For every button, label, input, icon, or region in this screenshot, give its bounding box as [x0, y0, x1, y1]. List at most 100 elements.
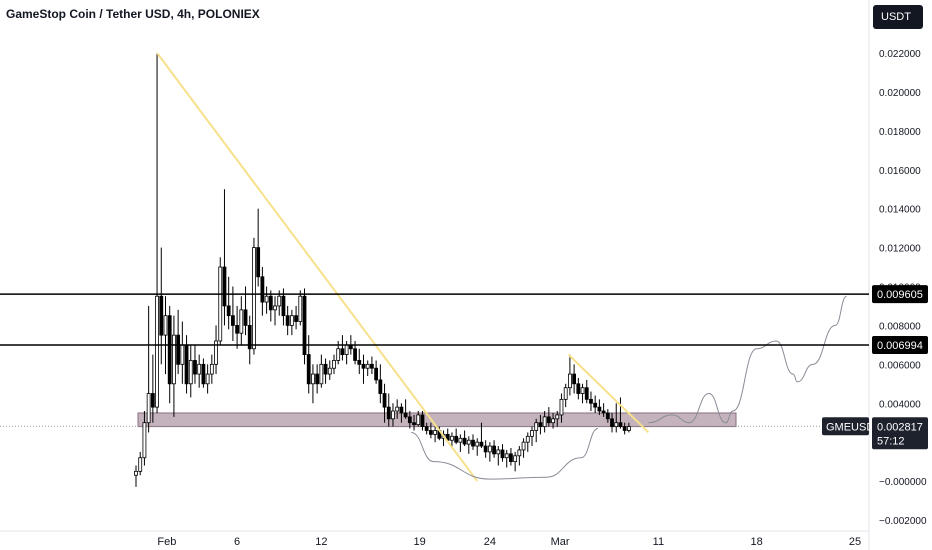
- candle-body: [584, 387, 589, 400]
- candle-body: [201, 363, 206, 385]
- candle-body: [370, 363, 374, 369]
- candle-body: [138, 457, 143, 472]
- candle-body: [513, 455, 518, 463]
- x-tick-label: 25: [849, 536, 861, 548]
- x-axis: Feb 6 12 19 24 Mar 11 18 25: [0, 530, 869, 548]
- candle-body: [142, 422, 147, 459]
- candle-body: [159, 295, 164, 336]
- trendline: [156, 52, 479, 482]
- y-axis: 0.022000 0.020000 0.018000 0.016000 0.014000…: [868, 0, 927, 550]
- candle-body: [407, 416, 412, 424]
- candle-body: [517, 449, 522, 457]
- candle-body: [479, 441, 484, 447]
- candle-body: [134, 470, 138, 476]
- candle-body: [357, 360, 362, 365]
- x-tick-label: Feb: [157, 536, 176, 548]
- candle-body: [454, 435, 459, 443]
- candle-body: [285, 315, 290, 326]
- symbol-tag: [822, 417, 869, 436]
- currency-button[interactable]: USDT: [873, 5, 923, 29]
- candle-body: [618, 422, 623, 428]
- candle-body: [264, 295, 269, 303]
- drawing-layer: [156, 52, 847, 482]
- chart-title: GameStop Coin / Tether USD, 4h, POLONIEX: [6, 7, 260, 21]
- y-tick-label: 0.012000: [879, 244, 921, 255]
- candle-body: [622, 426, 627, 431]
- x-tick-label: 18: [751, 536, 763, 548]
- y-tick-label: 0.022000: [879, 49, 921, 60]
- candle-body: [247, 325, 252, 350]
- candle-body: [496, 449, 501, 455]
- x-tick-label: 24: [484, 536, 496, 548]
- candle-body: [580, 387, 585, 394]
- y-tick-label: 0.004000: [879, 399, 921, 410]
- candle-body: [150, 393, 155, 408]
- candle-body: [534, 422, 539, 431]
- candle-body: [433, 430, 437, 435]
- candle-body: [353, 348, 357, 361]
- candle-body: [546, 416, 551, 424]
- candle-body: [294, 315, 298, 322]
- candle-body: [302, 295, 307, 356]
- y-tick-label: 0.014000: [879, 205, 921, 216]
- candle-body: [563, 387, 568, 400]
- level-tag-label: 0.006994: [877, 340, 923, 352]
- candle-body: [163, 315, 168, 336]
- candle-body: [340, 348, 345, 356]
- candle-body: [521, 441, 526, 451]
- candle-body: [209, 363, 214, 375]
- candle-body: [146, 393, 151, 424]
- candle-body: [256, 247, 261, 278]
- candle-body: [184, 344, 189, 385]
- candle-body: [311, 373, 315, 385]
- candle-body: [428, 430, 433, 435]
- candle-body: [332, 360, 336, 369]
- candle-body: [277, 295, 282, 307]
- candle-body: [315, 373, 320, 385]
- candle-body: [319, 363, 324, 385]
- candle-body: [378, 379, 383, 394]
- level-tag: [872, 285, 928, 304]
- candle-body: [176, 334, 181, 365]
- candle-body: [551, 418, 555, 424]
- candle-body: [226, 305, 231, 317]
- candle-body: [605, 412, 610, 420]
- candle-body: [289, 315, 294, 326]
- x-tick-label: 11: [653, 536, 664, 548]
- trendline: [567, 353, 650, 434]
- candle-body: [214, 340, 218, 365]
- level-tag: [872, 335, 928, 354]
- candle-body: [504, 453, 509, 459]
- candle-body: [180, 344, 185, 365]
- candle-body: [361, 363, 366, 369]
- candle-body: [235, 325, 240, 334]
- candle-body: [386, 406, 391, 420]
- candle-body: [382, 393, 387, 408]
- candle-body: [403, 412, 408, 418]
- candle-body: [323, 363, 328, 375]
- candle-body: [576, 383, 581, 394]
- candle-body: [601, 410, 606, 414]
- symbol-tag-label: GMEUSDT: [826, 421, 881, 433]
- candle-body: [197, 363, 202, 375]
- candle-body: [374, 367, 379, 381]
- candle-body: [450, 435, 454, 441]
- candle-body: [172, 334, 176, 385]
- candle-body: [559, 398, 564, 416]
- candle-body: [188, 360, 193, 385]
- candle-body: [424, 426, 429, 431]
- price-tag-label: 0.002817: [877, 421, 923, 433]
- candle-body: [205, 373, 210, 385]
- candle-body: [218, 266, 223, 342]
- candle-body: [555, 414, 560, 420]
- candle-body: [542, 416, 547, 427]
- candle-body: [589, 398, 593, 404]
- candle-body: [466, 439, 471, 445]
- candle-body: [298, 295, 303, 322]
- candle-body: [412, 422, 416, 426]
- candle-body: [462, 437, 467, 445]
- y-tick-label: −0.000000: [879, 477, 927, 488]
- candle-body: [597, 406, 602, 412]
- candle-body: [395, 406, 400, 412]
